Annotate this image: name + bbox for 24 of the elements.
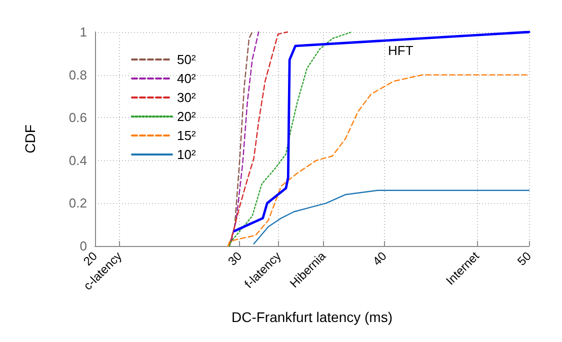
line-series (233, 30, 530, 232)
x-tick-label: 30 (225, 248, 245, 268)
legend-label: 10² (177, 147, 196, 162)
x-tick-label: 50 (514, 248, 534, 268)
y-tick-label: 0.2 (68, 196, 87, 211)
y-tick-label: 1 (80, 24, 87, 40)
y-axis-title: CDF (22, 124, 38, 154)
y-tick-label: 0.4 (68, 152, 87, 168)
legend-label: 30² (177, 90, 196, 105)
y-tick-label: 0.6 (68, 110, 87, 126)
legend-label: 15² (177, 128, 196, 143)
annotation: HFT (388, 43, 414, 58)
legend-label: 20² (177, 109, 196, 124)
line-series (230, 31, 260, 242)
y-tick-label: 0 (80, 238, 87, 254)
line-series (227, 74, 530, 247)
line-series (253, 190, 530, 244)
line-series (228, 31, 352, 247)
x-axis-title: DC-Frankfurt latency (ms) (231, 309, 393, 325)
y-tick-label: 0.8 (68, 67, 87, 82)
x-tick-label: 40 (370, 248, 390, 268)
line-series (228, 31, 288, 247)
legend-label: 40² (177, 71, 196, 86)
legend-label: 50² (177, 52, 196, 67)
